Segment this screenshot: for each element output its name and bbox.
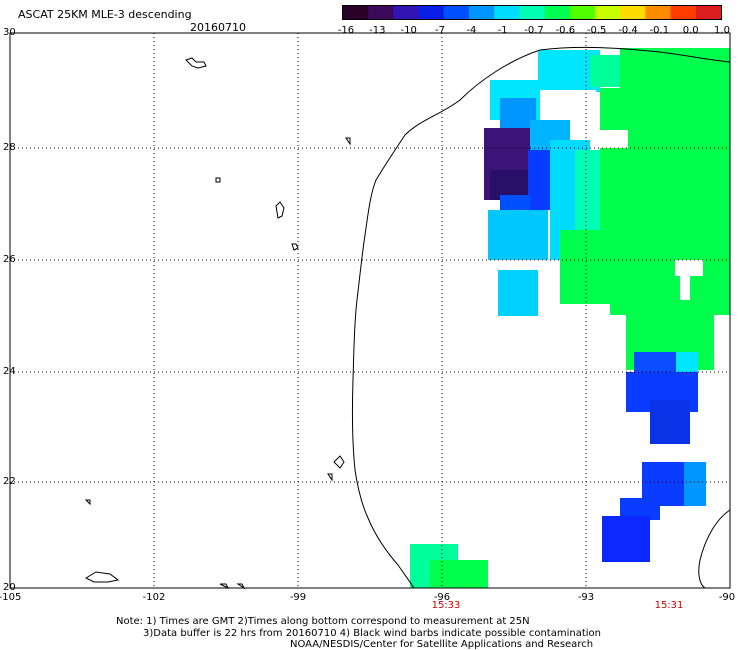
x-axis-label-96: -96 (433, 592, 451, 603)
x-axis-label-99: -99 (289, 592, 307, 603)
colorbar-segment (695, 6, 721, 19)
note-line-3: NOAA/NESDIS/Center for Satellite Applica… (290, 639, 594, 650)
gulf-coastline (351, 49, 541, 589)
colorbar-segment (594, 6, 621, 19)
colorbar-label: -0.5 (586, 25, 607, 36)
product-title: ASCAT 25KM MLE-3 descending (18, 8, 192, 21)
colorbar-segment (343, 6, 369, 19)
y-axis-label-28: 28 (3, 142, 16, 153)
note-line-2: 3)Data buffer is 22 hrs from 20160710 4)… (143, 628, 601, 639)
plot-frame (9, 32, 731, 589)
colorbar-segment (645, 6, 672, 19)
colorbar-segment (544, 6, 571, 19)
colorbar-segment (670, 6, 697, 19)
colorbar-segment (620, 6, 646, 19)
pass-time-1: 15:33 (431, 600, 461, 611)
y-axis-label-26: 26 (3, 254, 16, 265)
grid-lines (10, 33, 730, 588)
colorbar-labels: -16 -13 -10 -7 -4 -1 -0.7 -0.6 -0.5 -0.4 -0.1 0.0 1.… (326, 25, 740, 37)
colorbar (342, 5, 722, 20)
inland-features (84, 57, 351, 590)
colorbar-segment (443, 6, 470, 19)
colorbar-label: -0.4 (618, 25, 638, 36)
colorbar-label: -0.7 (524, 25, 544, 36)
colorbar-label: -13 (369, 25, 386, 36)
y-axis-label-22: 22 (3, 476, 16, 487)
product-date: 20160710 (190, 21, 246, 34)
colorbar-segment (569, 6, 596, 19)
wind-swath-cells (410, 48, 730, 588)
y-axis-label-30: 30 (3, 27, 16, 38)
colorbar-segment (494, 6, 520, 19)
colorbar-segment (368, 6, 394, 19)
colorbar-segment (418, 6, 445, 19)
pass-time-2: 15:31 (654, 600, 684, 611)
colorbar-segment (469, 6, 495, 19)
colorbar-label: -0.1 (649, 25, 670, 36)
colorbar-label: 0.0 (682, 25, 699, 36)
colorbar-label: -7 (435, 25, 445, 36)
note-line-1: Note: 1) Times are GMT 2)Times along bot… (116, 616, 530, 627)
colorbar-segment (519, 6, 546, 19)
x-axis-label-90: -90 (718, 592, 736, 603)
x-axis-label-105: -105 (0, 592, 22, 603)
y-axis-label-20: 20 (3, 582, 16, 593)
colorbar-label: -0.6 (555, 25, 576, 36)
colorbar-label: -4 (466, 25, 477, 36)
colorbar-label: -10 (400, 25, 417, 36)
x-axis-label-93: -93 (577, 592, 595, 603)
x-axis-label-102: -102 (142, 592, 166, 603)
colorbar-label: 1.0 (714, 25, 730, 36)
colorbar-segment (393, 6, 420, 19)
colorbar-label: -1 (497, 25, 508, 36)
colorbar-label: -16 (337, 25, 355, 36)
y-axis-label-24: 24 (3, 366, 16, 377)
